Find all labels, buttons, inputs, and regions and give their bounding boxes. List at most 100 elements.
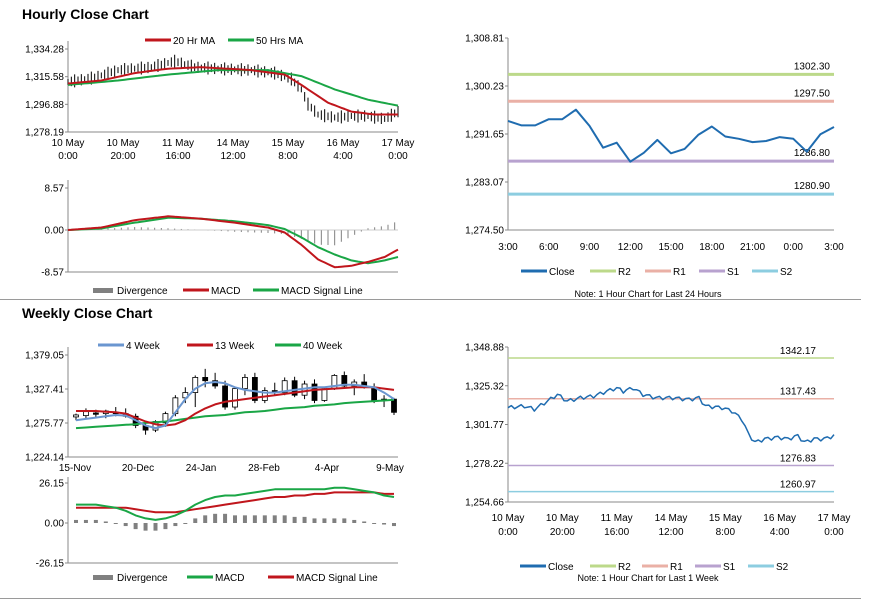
close-week-xtick-time: 0:00 [498,527,518,538]
weekly-candle-body [202,377,209,382]
weekly-divergence-bar [252,515,257,523]
weekly-section-title: Weekly Close Chart [22,305,153,321]
weekly-price-xtick-label: 28-Feb [248,463,280,474]
close-week-r1-legend-label: R1 [670,562,683,573]
hourly-price-xtick-date: 16 May [327,138,360,149]
hourly-price-xtick-time: 8:00 [278,151,298,162]
hourly-macd-ytick-label: 0.00 [45,226,65,237]
weekly-candle-body [192,377,199,393]
weekly-candle-body [73,414,79,418]
close-week-ytick-label: 1,278.22 [465,459,504,470]
hourly-price-xtick-time: 4:00 [333,151,353,162]
weekly-divergence-bar [312,518,317,523]
hourly-price-ytick-label: 1,296.88 [25,100,64,111]
weekly-candle-body [341,375,348,387]
weekly-price-ytick-label: 1,379.05 [25,351,64,362]
close24-xtick-label: 15:00 [658,242,683,253]
weekly-signal-line [76,491,394,514]
weekly-divergence-bar [342,518,347,523]
weekly-candle-body [281,380,288,393]
weekly-divergence-bar [362,521,367,523]
hourly-price-xtick-time: 0:00 [58,151,78,162]
hourly-price-xtick-date: 11 May [162,138,194,149]
close24-xtick-label: 18:00 [699,242,724,253]
hourly-price-xtick-time: 16:00 [165,151,190,162]
close-week-level-label: 1260.97 [780,480,817,491]
hourly-signal-legend-label: MACD Signal Line [281,286,363,297]
close24-ytick-label: 1,274.50 [465,226,504,237]
close24-ytick-label: 1,291.65 [465,130,504,141]
close-week-xtick-time: 0:00 [824,527,844,538]
hourly-macd-legend-label: MACD [211,286,240,297]
weekly-candle-body [162,413,169,424]
weekly-divergence-bar [233,515,237,523]
weekly-divergence-bar [173,523,178,527]
hourly-price-xtick-date: 10 May [52,138,85,149]
weekly-divergence-bar [143,523,148,531]
hourly-signal-line [67,216,399,265]
close24-note: Note: 1 Hour Chart for Last 24 Hours [574,289,722,299]
weekly-divergence-bar [302,516,307,523]
close24-close-line [507,108,835,163]
close-week-ytick-label: 1,348.88 [465,343,504,354]
weekly-candle-body [212,380,219,387]
bottom-divider [0,598,861,599]
hourly-macd-ytick-label: -8.57 [41,268,64,279]
weekly-candle-body [251,377,258,401]
hourly-divergence-legend-swatch [93,288,113,293]
weekly-divergence-bar [282,515,287,523]
close-week-xtick-date: 15 May [709,513,742,524]
close24-xtick-label: 6:00 [539,242,559,253]
close-week-s2-legend-label: S2 [776,562,789,573]
close24-ytick-label: 1,308.81 [465,34,504,45]
weekly-macd-ytick-label: -26.15 [36,559,65,570]
close24-level-label: 1286.80 [794,148,831,159]
close-week-xtick-date: 10 May [492,513,525,524]
close24-r1-legend-label: R1 [673,267,686,278]
weekly-divergence-bar [213,513,218,523]
close24-r2-legend-label: R2 [618,267,631,278]
weekly-divergence-bar [93,519,98,523]
close24-xtick-label: 21:00 [740,242,765,253]
hourly-price-xtick-date: 10 May [107,138,140,149]
weekly-divergence-bar [322,518,327,523]
close-week-xtick-date: 14 May [655,513,688,524]
close24-xtick-label: 9:00 [580,242,600,253]
weekly-candle-body [311,383,318,401]
hourly-ma20-legend-label: 20 Hr MA [173,36,216,47]
close-week-xtick-time: 8:00 [716,527,736,538]
weekly-price-xtick-label: 24-Jan [186,463,217,474]
weekly-price-ytick-label: 1,224.14 [25,453,64,464]
close24-s2-legend-label: S2 [780,267,793,278]
close-week-xtick-time: 12:00 [658,527,683,538]
close-week-xtick-time: 20:00 [550,527,575,538]
hourly-price-xtick-date: 14 May [217,138,250,149]
hourly-macd-line [67,215,399,269]
weekly-divergence-bar [83,519,88,523]
hourly-price-ytick-label: 1,334.28 [25,45,64,56]
weekly-divergence-bar [133,523,138,530]
weekly-candle-body [222,385,228,408]
hourly-price-xtick-time: 12:00 [220,151,245,162]
close24-level-label: 1302.30 [794,61,831,72]
close-week-s1-legend-label: S1 [723,562,736,573]
section-divider [0,299,861,300]
hourly-ma50-legend-label: 50 Hrs MA [256,36,304,47]
weekly-price-ytick-label: 1,275.77 [25,419,64,430]
weekly-divergence-bar [242,515,247,523]
close-week-xtick-date: 11 May [601,513,633,524]
close-week-level-label: 1342.17 [780,346,817,357]
weekly-divergence-bar [292,516,297,523]
close24-close-legend-label: Close [549,267,575,278]
weekly-40wk-line [75,398,395,430]
close24-xtick-label: 0:00 [784,242,804,253]
weekly-divergence-bar [372,523,377,524]
weekly-candle-body [232,388,238,408]
close-week-close-legend-label: Close [548,562,574,573]
close24-ytick-label: 1,283.07 [465,178,504,189]
weekly-divergence-bar [262,515,267,523]
weekly-divergence-bar [223,513,228,523]
weekly-4wk-line [75,381,395,430]
close24-xtick-label: 3:00 [498,242,518,253]
weekly-divergence-bar [113,523,118,524]
